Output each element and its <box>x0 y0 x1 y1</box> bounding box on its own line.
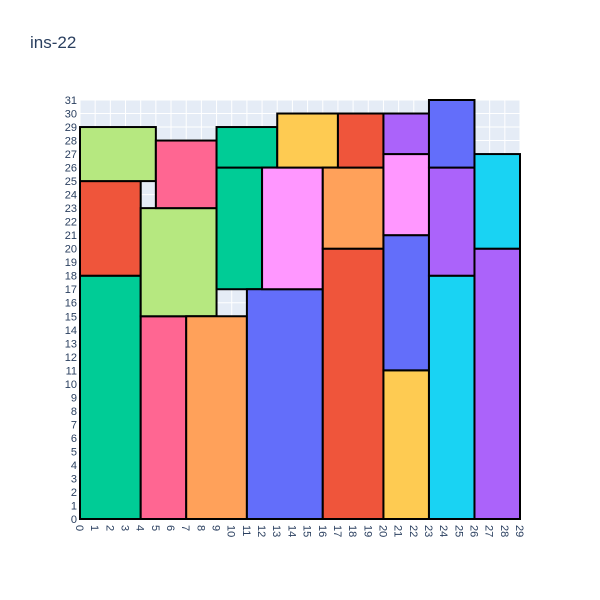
x-axis-ticks: 0 1 2 3 4 5 6 7 8 9 10 11 12 13 14 15 16 17 18 19 20 21 22 23 24… <box>73 525 525 537</box>
x-tick-label: 6 <box>164 525 176 531</box>
x-tick-label: 19 <box>361 525 373 537</box>
x-tick-label: 8 <box>194 525 206 531</box>
x-tick-label: 5 <box>149 525 161 531</box>
x-tick-label: 12 <box>255 525 267 537</box>
y-tick-label: 8 <box>71 406 77 418</box>
x-tick-label: 4 <box>134 525 146 531</box>
y-tick-label: 22 <box>65 217 77 229</box>
y-axis-ticks: 0123456789101112131415161718192021222324… <box>65 95 77 526</box>
x-tick-label: 14 <box>285 525 297 537</box>
y-tick-label: 5 <box>71 446 77 458</box>
rect-20 <box>427 166 476 277</box>
y-tick-label: 11 <box>66 365 77 377</box>
rect-6 <box>185 315 248 520</box>
x-tick-label: 15 <box>301 525 313 537</box>
rect-12 <box>321 247 385 520</box>
rect-5 <box>154 139 218 210</box>
y-tick-label: 10 <box>65 379 77 391</box>
x-tick-label: 0 <box>73 525 85 531</box>
rect-22 <box>473 247 521 520</box>
x-tick-label: 25 <box>452 525 464 537</box>
y-tick-label: 24 <box>65 190 77 202</box>
rect-16 <box>382 234 430 372</box>
y-tick-label: 29 <box>65 122 77 134</box>
rect-1 <box>79 180 142 277</box>
y-tick-label: 19 <box>65 257 77 269</box>
y-tick-label: 1 <box>71 500 77 512</box>
rect-14 <box>336 112 385 169</box>
y-tick-label: 20 <box>65 244 77 256</box>
y-tick-label: 23 <box>65 203 77 215</box>
x-tick-label: 9 <box>210 525 222 531</box>
y-tick-label: 13 <box>65 338 77 350</box>
y-tick-label: 18 <box>65 271 77 283</box>
y-tick-label: 0 <box>71 514 77 526</box>
y-tick-label: 16 <box>65 298 77 310</box>
rect-9 <box>245 288 324 520</box>
y-tick-label: 3 <box>71 473 77 485</box>
x-tick-label: 27 <box>483 525 495 537</box>
x-tick-label: 18 <box>346 525 358 537</box>
y-tick-label: 31 <box>65 95 77 107</box>
x-tick-label: 23 <box>422 525 434 537</box>
rect-15 <box>382 369 430 520</box>
rect-3 <box>139 315 188 520</box>
y-tick-label: 4 <box>71 460 77 472</box>
y-tick-label: 25 <box>65 176 77 188</box>
y-tick-label: 15 <box>65 311 77 323</box>
y-tick-label: 14 <box>65 325 77 337</box>
x-tick-label: 20 <box>376 525 388 537</box>
rect-4 <box>139 207 218 318</box>
rect-2 <box>79 126 157 183</box>
x-tick-label: 24 <box>437 525 449 537</box>
x-tick-label: 16 <box>316 525 328 537</box>
y-tick-label: 26 <box>65 163 77 175</box>
rect-13 <box>321 166 385 250</box>
rect-19 <box>427 274 476 521</box>
x-tick-label: 7 <box>179 525 191 531</box>
x-tick-label: 10 <box>225 525 237 537</box>
x-tick-label: 22 <box>407 525 419 537</box>
rect-0 <box>79 274 142 521</box>
x-tick-label: 29 <box>513 525 525 537</box>
x-tick-label: 11 <box>240 525 252 536</box>
rect-layer <box>79 99 521 521</box>
y-tick-label: 17 <box>65 284 77 296</box>
rect-23 <box>473 153 521 250</box>
rect-8 <box>215 126 279 169</box>
y-tick-label: 27 <box>65 149 77 161</box>
chart-title: ins-22 <box>30 33 77 52</box>
y-tick-label: 12 <box>65 352 77 364</box>
rect-10 <box>261 166 324 291</box>
y-tick-label: 2 <box>71 487 77 499</box>
x-tick-label: 3 <box>119 525 131 531</box>
x-tick-label: 21 <box>392 525 404 537</box>
y-tick-label: 28 <box>65 136 77 148</box>
y-tick-label: 30 <box>65 109 77 121</box>
rect-21 <box>427 99 476 169</box>
y-tick-label: 9 <box>71 392 77 404</box>
rect-11 <box>276 112 339 169</box>
y-tick-label: 21 <box>65 230 77 242</box>
y-tick-label: 6 <box>71 433 77 445</box>
rect-17 <box>382 153 430 237</box>
x-tick-label: 13 <box>270 525 282 537</box>
x-tick-label: 1 <box>88 525 100 531</box>
rect-7 <box>215 166 264 291</box>
y-tick-label: 7 <box>71 419 77 431</box>
x-tick-label: 2 <box>103 525 115 531</box>
rect-18 <box>382 112 430 156</box>
x-tick-label: 26 <box>467 525 479 537</box>
x-tick-label: 28 <box>498 525 510 537</box>
x-tick-label: 17 <box>331 525 343 537</box>
